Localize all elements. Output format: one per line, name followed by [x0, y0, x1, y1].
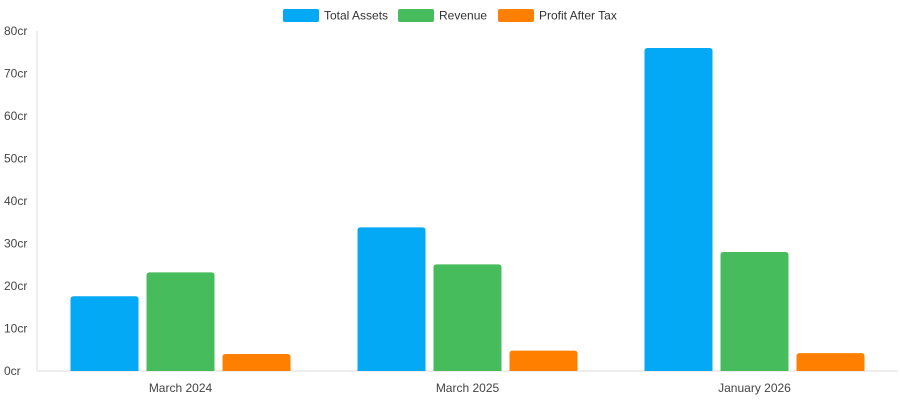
bar-revenue-march-2025[interactable]: [433, 264, 502, 371]
y-tick-label: 70cr: [4, 67, 27, 81]
y-tick-label: 10cr: [4, 322, 27, 336]
y-tick-label: 0cr: [4, 364, 21, 378]
bars: [70, 48, 865, 371]
y-tick-label: 60cr: [4, 109, 27, 123]
legend-swatch-3[interactable]: [498, 9, 534, 22]
legend: Total Assets Revenue Profit After Tax: [283, 9, 617, 23]
bar-profit-after-tax-january-2026[interactable]: [796, 353, 865, 371]
bar-total-assets-march-2024[interactable]: [70, 296, 139, 371]
bar-total-assets-march-2025[interactable]: [357, 227, 426, 371]
bar-total-assets-january-2026[interactable]: [644, 48, 713, 371]
legend-swatch-1[interactable]: [283, 9, 319, 22]
legend-label-3[interactable]: Profit After Tax: [539, 9, 617, 23]
x-tick-label: March 2024: [149, 381, 213, 395]
x-axis: March 2024 March 2025 January 2026: [37, 370, 898, 395]
y-tick-label: 30cr: [4, 237, 27, 251]
y-axis: 0cr 10cr 20cr 30cr 40cr 50cr 60cr 70cr 80cr: [4, 24, 38, 378]
y-tick-label: 80cr: [4, 24, 27, 38]
x-tick-label: March 2025: [436, 381, 500, 395]
y-tick-label: 50cr: [4, 152, 27, 166]
legend-label-1[interactable]: Total Assets: [324, 9, 388, 23]
x-tick-label: January 2026: [718, 381, 791, 395]
bar-profit-after-tax-march-2024[interactable]: [222, 354, 291, 371]
bar-profit-after-tax-march-2025[interactable]: [509, 350, 578, 371]
legend-swatch-2[interactable]: [398, 9, 434, 22]
bar-revenue-march-2024[interactable]: [146, 272, 215, 371]
legend-label-2[interactable]: Revenue: [439, 9, 487, 23]
y-tick-label: 40cr: [4, 194, 27, 208]
bar-revenue-january-2026[interactable]: [720, 252, 789, 371]
y-tick-label: 20cr: [4, 279, 27, 293]
